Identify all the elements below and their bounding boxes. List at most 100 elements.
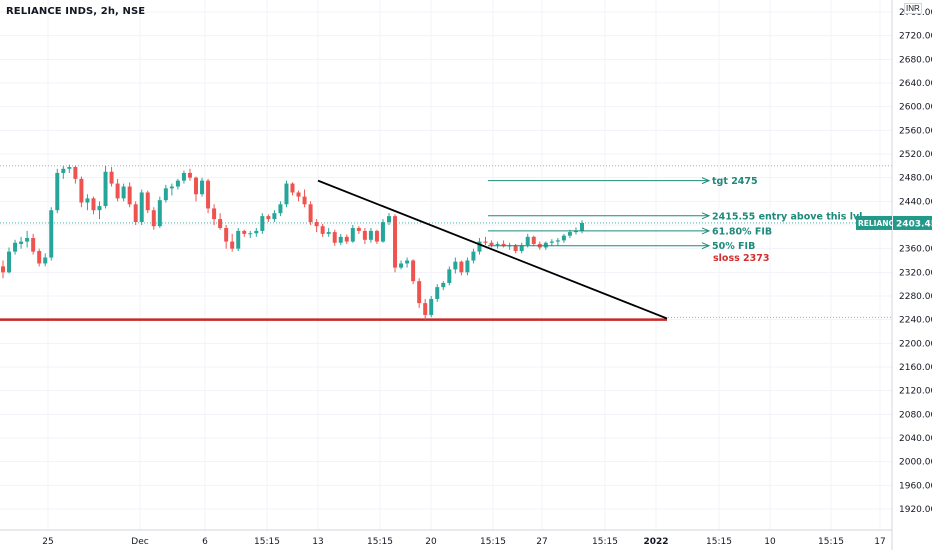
candle: [206, 178, 211, 214]
candle-body: [79, 178, 84, 203]
candle: [314, 219, 319, 233]
x-axis: 25 Dec 6 15:15 13 15:15 20 15:15 27 15:15 2022 15:1…: [0, 529, 892, 547]
candle: [187, 168, 192, 181]
candle: [453, 257, 458, 274]
candle-body: [296, 192, 301, 197]
candle-body: [368, 230, 373, 240]
candle-body: [326, 232, 331, 234]
candle: [459, 260, 464, 276]
candle: [411, 259, 416, 285]
candle-body: [290, 183, 295, 193]
candle-body: [531, 236, 536, 244]
candle: [175, 178, 180, 190]
x-tick-label: Dec: [131, 537, 148, 547]
x-tick-label: 15:15: [706, 537, 732, 547]
candle: [121, 183, 126, 202]
candle: [405, 257, 410, 268]
symbol-tag-label: RELIANCE: [858, 219, 899, 228]
candle-body: [157, 200, 162, 227]
candle: [350, 225, 355, 243]
candle-body: [308, 204, 313, 223]
candle: [501, 240, 506, 248]
candle-body: [495, 243, 500, 246]
candle: [115, 178, 120, 202]
x-tick-label: 6: [202, 537, 208, 547]
candle: [163, 184, 168, 203]
candle-body: [555, 240, 560, 242]
candle: [25, 230, 30, 248]
candle: [85, 194, 90, 211]
x-tick-label: 27: [536, 537, 547, 547]
candle: [368, 227, 373, 243]
candle-body: [151, 210, 156, 227]
y-tick-label: 2120.00: [899, 387, 932, 397]
y-tick-label: 2000.00: [899, 458, 932, 468]
candle-body: [212, 208, 217, 220]
candle: [43, 253, 48, 267]
currency-label: INR: [904, 3, 922, 14]
candle-body: [236, 230, 241, 249]
candle-body: [67, 167, 72, 169]
candle-body: [320, 226, 325, 234]
candle-body: [206, 180, 211, 209]
candle: [224, 225, 229, 249]
candle: [429, 296, 434, 318]
y-axis: 1920.00 1960.00 2000.00 2040.00 2080.00 2120.…: [856, 0, 932, 550]
candle-body: [411, 260, 416, 282]
candle: [320, 223, 325, 237]
x-tick-label: 15:15: [254, 537, 280, 547]
chart-grid: [0, 0, 892, 530]
candle-body: [218, 219, 223, 228]
y-tick-label: 2080.00: [899, 410, 932, 420]
candle: [302, 189, 307, 208]
candle-body: [441, 282, 446, 288]
y-tick-label: 2680.00: [899, 55, 932, 65]
candle-body: [103, 171, 108, 207]
candle-body: [429, 298, 434, 315]
candle: [248, 230, 253, 239]
candle: [471, 248, 476, 264]
candle: [374, 229, 379, 244]
candle: [37, 248, 42, 267]
y-tick-label: 2640.00: [899, 79, 932, 89]
candle: [19, 236, 24, 249]
candle: [79, 176, 84, 208]
y-tick-label: 2160.00: [899, 363, 932, 373]
candle-body: [561, 235, 566, 241]
candle-body: [242, 230, 247, 234]
candle: [55, 168, 60, 214]
candle-body: [139, 192, 144, 223]
candle: [254, 227, 259, 237]
candle: [338, 233, 343, 246]
candle-body: [121, 186, 126, 199]
candle-body: [13, 242, 18, 252]
y-tick-label: 1920.00: [899, 505, 932, 515]
candle: [67, 164, 72, 173]
candle: [477, 238, 482, 255]
candle-body: [489, 242, 494, 246]
y-tick-label: 1960.00: [899, 481, 932, 491]
candle: [555, 238, 560, 246]
candle-body: [405, 260, 410, 264]
candle: [290, 182, 295, 196]
trendline: [317, 179, 668, 320]
candle: [362, 227, 367, 244]
candle: [13, 239, 18, 255]
candle-body: [43, 257, 48, 264]
candle: [236, 227, 241, 252]
candle: [218, 213, 223, 230]
candle: [127, 182, 132, 208]
candle-body: [549, 241, 554, 243]
candle-body: [314, 222, 319, 227]
candle: [157, 196, 162, 228]
candle-body: [133, 204, 138, 223]
candle-body: [224, 227, 229, 242]
candle-body: [350, 227, 355, 242]
candle-body: [115, 183, 120, 199]
candle-body: [447, 269, 452, 283]
candle-body: [91, 198, 96, 211]
candle: [380, 219, 385, 243]
candle-body: [573, 230, 578, 233]
candle-body: [181, 172, 186, 181]
